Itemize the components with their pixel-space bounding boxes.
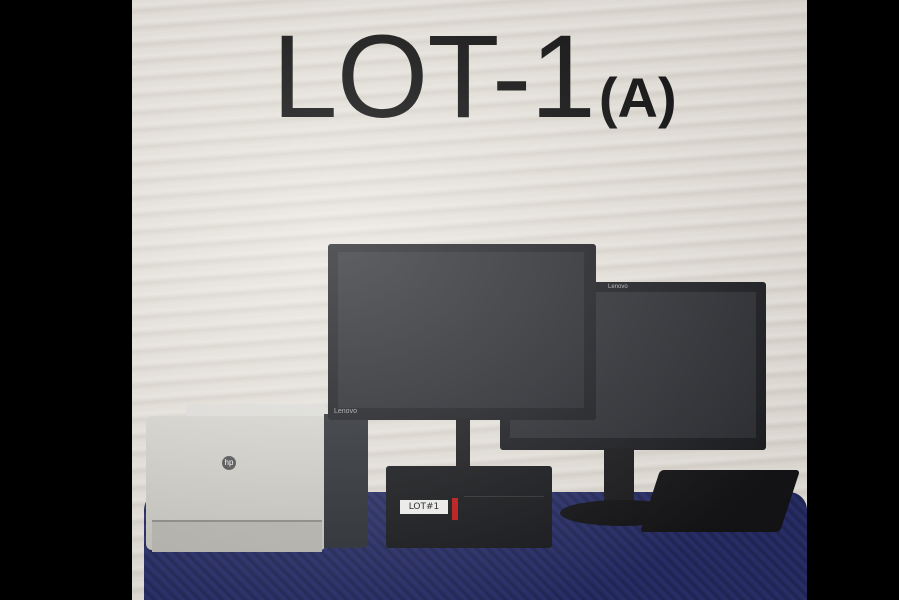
keyboard-and-cables — [639, 470, 801, 532]
pc-front-panel — [464, 496, 544, 537]
monitor-rear-stand — [604, 448, 634, 504]
lot-title: LOT-1(A) — [272, 18, 677, 136]
monitor-front: Lenovo — [328, 244, 596, 420]
printer-side — [324, 414, 368, 548]
printer: hp — [146, 404, 368, 552]
monitor-front-screen — [338, 252, 584, 408]
lot-title-sub: (A) — [598, 66, 677, 129]
hp-logo-icon: hp — [222, 456, 236, 470]
monitor-front-brand: Lenovo — [334, 408, 357, 415]
printer-tray — [152, 520, 322, 552]
lot-title-main: LOT-1 — [272, 11, 596, 143]
monitor-rear-brand: Lenovo — [608, 284, 628, 290]
desktop-pc: LOT#1 — [386, 466, 552, 548]
pc-red-stripe — [452, 498, 458, 520]
photo: LOT-1(A) hp Lenovo Lenovo LOT#1 — [132, 0, 807, 600]
pc-lot-tag: LOT#1 — [400, 500, 448, 514]
printer-body: hp — [146, 416, 326, 552]
monitor-front-stand — [456, 418, 470, 472]
